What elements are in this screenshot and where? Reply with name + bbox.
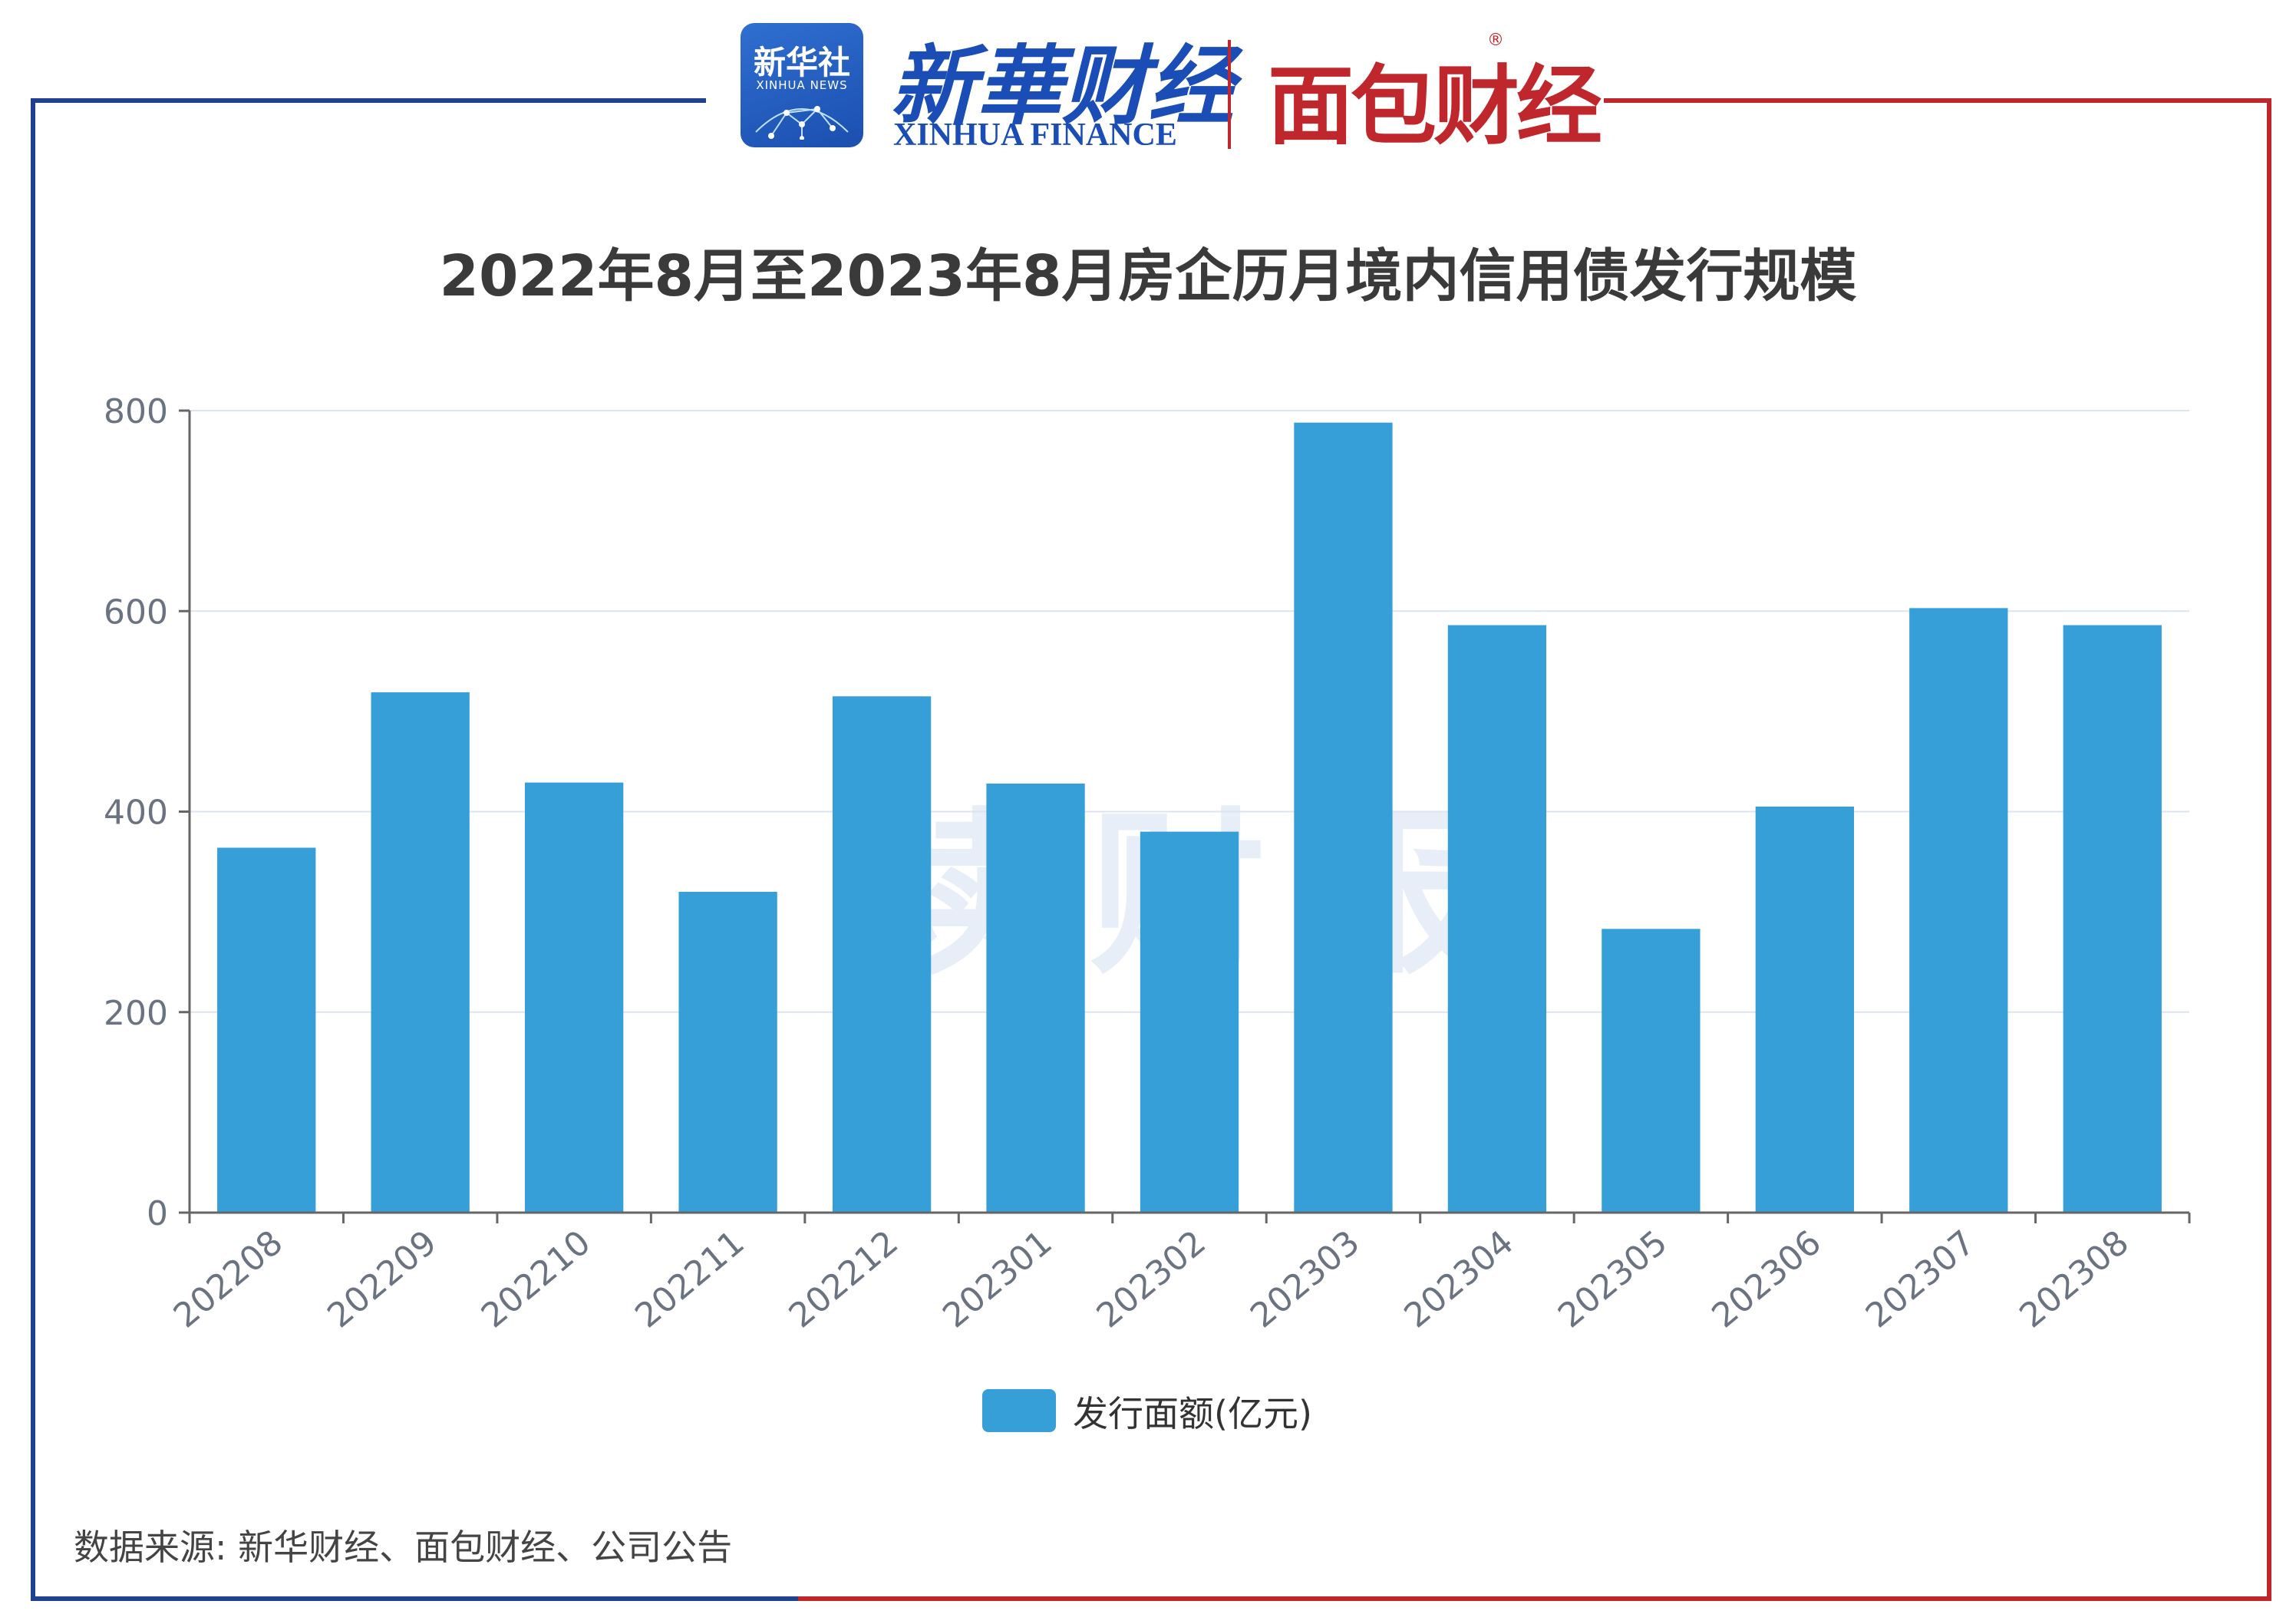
bar[interactable] bbox=[2063, 625, 2162, 1213]
bar[interactable] bbox=[832, 696, 932, 1213]
x-tick-label: 202307 bbox=[1859, 1223, 1982, 1335]
frame-top-right bbox=[1604, 98, 2271, 103]
x-tick-label: 202302 bbox=[1090, 1223, 1213, 1335]
x-tick-label: 202303 bbox=[1243, 1223, 1367, 1335]
bar[interactable] bbox=[371, 692, 470, 1213]
mianbao-finance-logo: 面包财经 bbox=[1268, 57, 1602, 157]
network-globe-icon bbox=[755, 106, 849, 140]
x-tick-label: 202208 bbox=[167, 1223, 290, 1335]
legend-label: 发行面额(亿元) bbox=[1073, 1393, 1312, 1434]
y-tick-label: 0 bbox=[147, 1194, 168, 1233]
bar[interactable] bbox=[1755, 806, 1854, 1213]
frame-top-left bbox=[31, 98, 706, 103]
xinhua-finance-logo-en: XINHUA FINANCE bbox=[893, 117, 1177, 153]
frame-bottom-right bbox=[798, 1596, 2271, 1601]
xinhua-news-logo: 新华社 XINHUA NEWS bbox=[741, 23, 863, 147]
x-tick-label: 202304 bbox=[1397, 1223, 1521, 1335]
bar[interactable] bbox=[1602, 929, 1701, 1213]
y-tick-label: 400 bbox=[104, 794, 168, 833]
bar[interactable] bbox=[1909, 608, 2008, 1213]
bar[interactable] bbox=[525, 782, 624, 1213]
bar[interactable] bbox=[1294, 422, 1393, 1213]
x-tick-label: 202209 bbox=[320, 1223, 444, 1335]
xinhua-news-logo-en: XINHUA NEWS bbox=[756, 78, 848, 92]
y-tick-label: 800 bbox=[104, 392, 168, 431]
frame-bottom-left bbox=[31, 1596, 798, 1601]
x-tick-label: 202305 bbox=[1551, 1223, 1674, 1335]
x-tick-label: 202210 bbox=[474, 1223, 598, 1335]
x-tick-label: 202301 bbox=[935, 1223, 1059, 1335]
chart-title: 2022年8月至2023年8月房企历月境内信用债发行规模 bbox=[439, 243, 1857, 309]
bar[interactable] bbox=[1447, 625, 1547, 1213]
xinhua-finance-logo-cn: 新華财经 bbox=[890, 36, 1234, 137]
x-tick-label: 202306 bbox=[1704, 1223, 1828, 1335]
x-tick-label: 202212 bbox=[782, 1223, 906, 1335]
x-tick-label: 202308 bbox=[2012, 1223, 2136, 1335]
y-tick-label: 600 bbox=[104, 592, 168, 632]
bar[interactable] bbox=[678, 892, 777, 1213]
bar[interactable] bbox=[986, 783, 1085, 1213]
bar[interactable] bbox=[1140, 831, 1239, 1213]
x-tick-label: 202211 bbox=[628, 1223, 751, 1335]
bar[interactable] bbox=[217, 847, 316, 1213]
y-tick-label: 200 bbox=[104, 994, 168, 1033]
legend-swatch[interactable] bbox=[982, 1389, 1056, 1432]
frame-right bbox=[2267, 98, 2271, 1601]
frame-left bbox=[31, 98, 35, 1601]
source-note: 数据来源: 新华财经、面包财经、公司公告 bbox=[74, 1527, 733, 1568]
registered-mark: ® bbox=[1487, 31, 1504, 50]
logo-divider bbox=[1228, 40, 1231, 149]
xinhua-news-logo-cn: 新华社 bbox=[753, 44, 850, 81]
